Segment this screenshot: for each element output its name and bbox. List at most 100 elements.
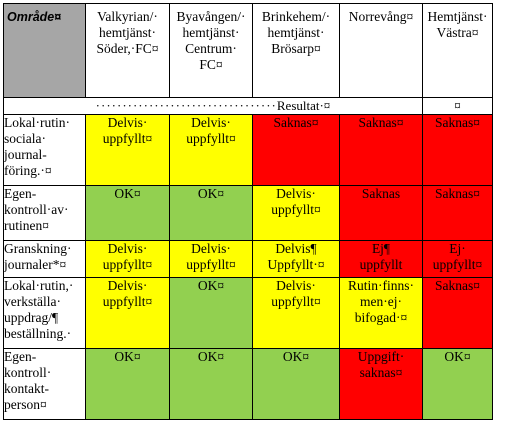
site-header-3: Brinkehem/· hemtjänst· Brösarp¤: [252, 3, 340, 98]
status-cell: OK¤: [169, 277, 253, 349]
status-text: Delvis·: [191, 115, 231, 131]
header-line: Valkyrian/·: [97, 9, 158, 24]
row-label-cell: Egen-kontroll·av· rutinen¤: [3, 185, 86, 241]
site-header-2: Byavången/· hemtjänst· Centrum· FC¤: [169, 3, 253, 98]
status-text: Saknas¤: [435, 115, 480, 131]
status-text: Ej·: [449, 241, 466, 257]
row-label-line: beställning.·: [4, 326, 72, 341]
resultat-end-cell: ¤: [422, 97, 493, 115]
row-label-line: Egen-: [4, 349, 37, 365]
row-label-line: journaler*¤: [4, 257, 67, 272]
table-row: Granskning· journaler*¤ Delvis· uppfyllt¤ De…: [3, 240, 493, 278]
status-text: uppfyllt¤: [102, 131, 153, 146]
header-line: Brösarp¤: [271, 41, 321, 56]
header-line: hemtjänst·: [182, 25, 240, 40]
status-cell: OK¤: [169, 348, 253, 420]
row-label-cell: Egen-kontroll· kontakt-person¤: [3, 348, 86, 420]
header-line: Söder,·FC¤: [96, 41, 159, 56]
status-cell: Delvis· uppfyllt¤: [85, 240, 170, 278]
status-cell: Delvis· uppfyllt¤: [252, 277, 340, 349]
status-cell: Saknas¤: [252, 114, 340, 186]
status-text: Saknas¤: [358, 115, 404, 131]
row-label-line: rutinen¤: [4, 218, 50, 233]
status-cell: Saknas¤: [422, 277, 493, 349]
status-text: Uppfyllt·¤: [267, 257, 325, 272]
header-line: Byavången/·: [176, 9, 246, 24]
status-text: uppfyllt¤: [102, 257, 153, 272]
header-line: Norrevång¤: [348, 9, 414, 24]
dot-leader: ··································: [95, 98, 277, 114]
status-text: Delvis·: [276, 278, 316, 294]
row-label-line: journal-: [4, 147, 47, 162]
status-cell: Saknas: [339, 185, 423, 241]
header-line: Västra¤: [436, 25, 479, 40]
status-cell: Delvis· uppfyllt¤: [85, 114, 170, 186]
row-label-line: kontroll·: [4, 365, 52, 380]
status-text: uppfyllt¤: [271, 294, 321, 309]
resultat-cell: ··································Result…: [3, 97, 423, 115]
table-row: Egen-kontroll·av· rutinen¤ OK¤ OK¤ Delvis· up…: [3, 185, 493, 241]
end-of-cell-marker: ¤: [454, 98, 461, 114]
status-cell: OK¤: [252, 348, 340, 420]
row-label-line: person¤: [4, 397, 47, 412]
status-text: Saknas¤: [273, 115, 319, 131]
row-label-line: Granskning·: [4, 241, 72, 257]
results-table: Område¤ Valkyrian/· hemtjänst· Söder,·FC…: [3, 3, 493, 420]
status-text: uppfyllt¤: [186, 257, 236, 272]
status-text: uppfyllt¤: [432, 257, 483, 272]
status-cell: Saknas¤: [422, 185, 493, 241]
row-label-line: verkställa·: [4, 294, 61, 309]
status-text: uppfyllt¤: [102, 294, 153, 309]
area-header-cell: Område¤: [3, 3, 86, 98]
status-cell: Delvis· uppfyllt¤: [169, 114, 253, 186]
status-text: Saknas: [361, 186, 401, 202]
status-text: uppfyllt¤: [271, 202, 321, 217]
status-text: uppfyllt: [359, 257, 403, 272]
status-text: uppfyllt¤: [186, 131, 236, 146]
header-line: Brinkehem/·: [261, 9, 331, 24]
header-line: hemtjänst·: [267, 25, 325, 40]
status-cell: Saknas¤: [422, 114, 493, 186]
row-label-line: kontroll·av·: [4, 202, 69, 217]
status-cell: OK¤: [169, 185, 253, 241]
resultat-label: Resultat·¤: [276, 98, 331, 114]
row-label-line: sociala·: [4, 131, 46, 146]
status-text: OK¤: [444, 349, 471, 365]
row-label-line: uppdrag/¶: [4, 310, 59, 325]
status-text: saknas¤: [359, 365, 403, 380]
row-label-line: Egen-: [4, 186, 37, 202]
row-label-line: kontakt-: [4, 381, 50, 396]
status-cell: Delvis· uppfyllt¤: [85, 277, 170, 349]
status-text: Delvis·: [107, 278, 148, 294]
status-text: Delvis·: [276, 186, 316, 202]
status-text: Rutin·finns·: [348, 278, 414, 294]
status-text: Ej¶: [371, 241, 391, 257]
status-text: OK¤: [282, 349, 310, 365]
status-text: OK¤: [197, 349, 225, 365]
status-cell: Uppgift· saknas¤: [339, 348, 423, 420]
status-text: Saknas¤: [435, 186, 480, 202]
header-line: FC¤: [199, 57, 223, 72]
status-cell: Delvis· uppfyllt¤: [169, 240, 253, 278]
status-cell: Rutin·finns· men·ej· bifogad·¤: [339, 277, 423, 349]
table-row: Lokal·rutin· sociala· journal-föring.·¤ Del…: [3, 114, 493, 186]
header-line: Centrum·: [185, 41, 237, 56]
status-cell: Ej· uppfyllt¤: [422, 240, 493, 278]
site-header-1: Valkyrian/· hemtjänst· Söder,·FC¤: [85, 3, 170, 98]
status-text: Delvis·: [191, 241, 231, 257]
status-text: OK¤: [197, 278, 225, 294]
status-cell: Saknas¤: [339, 114, 423, 186]
status-cell: Ej¶ uppfyllt: [339, 240, 423, 278]
header-row: Område¤ Valkyrian/· hemtjänst· Söder,·FC…: [3, 3, 493, 98]
status-cell: OK¤: [422, 348, 493, 420]
status-text: OK¤: [114, 349, 141, 365]
status-text: OK¤: [114, 186, 141, 202]
status-cell: Delvis· uppfyllt¤: [252, 185, 340, 241]
status-text: Saknas¤: [435, 278, 480, 294]
status-text: men·ej·: [360, 294, 402, 309]
status-cell: Delvis¶ Uppfyllt·¤: [252, 240, 340, 278]
status-text: bifogad·¤: [354, 310, 408, 325]
table-row: Egen-kontroll· kontakt-person¤ OK¤ OK¤ OK¤ Up…: [3, 348, 493, 420]
row-label-cell: Lokal·rutin· sociala· journal-föring.·¤: [3, 114, 86, 186]
